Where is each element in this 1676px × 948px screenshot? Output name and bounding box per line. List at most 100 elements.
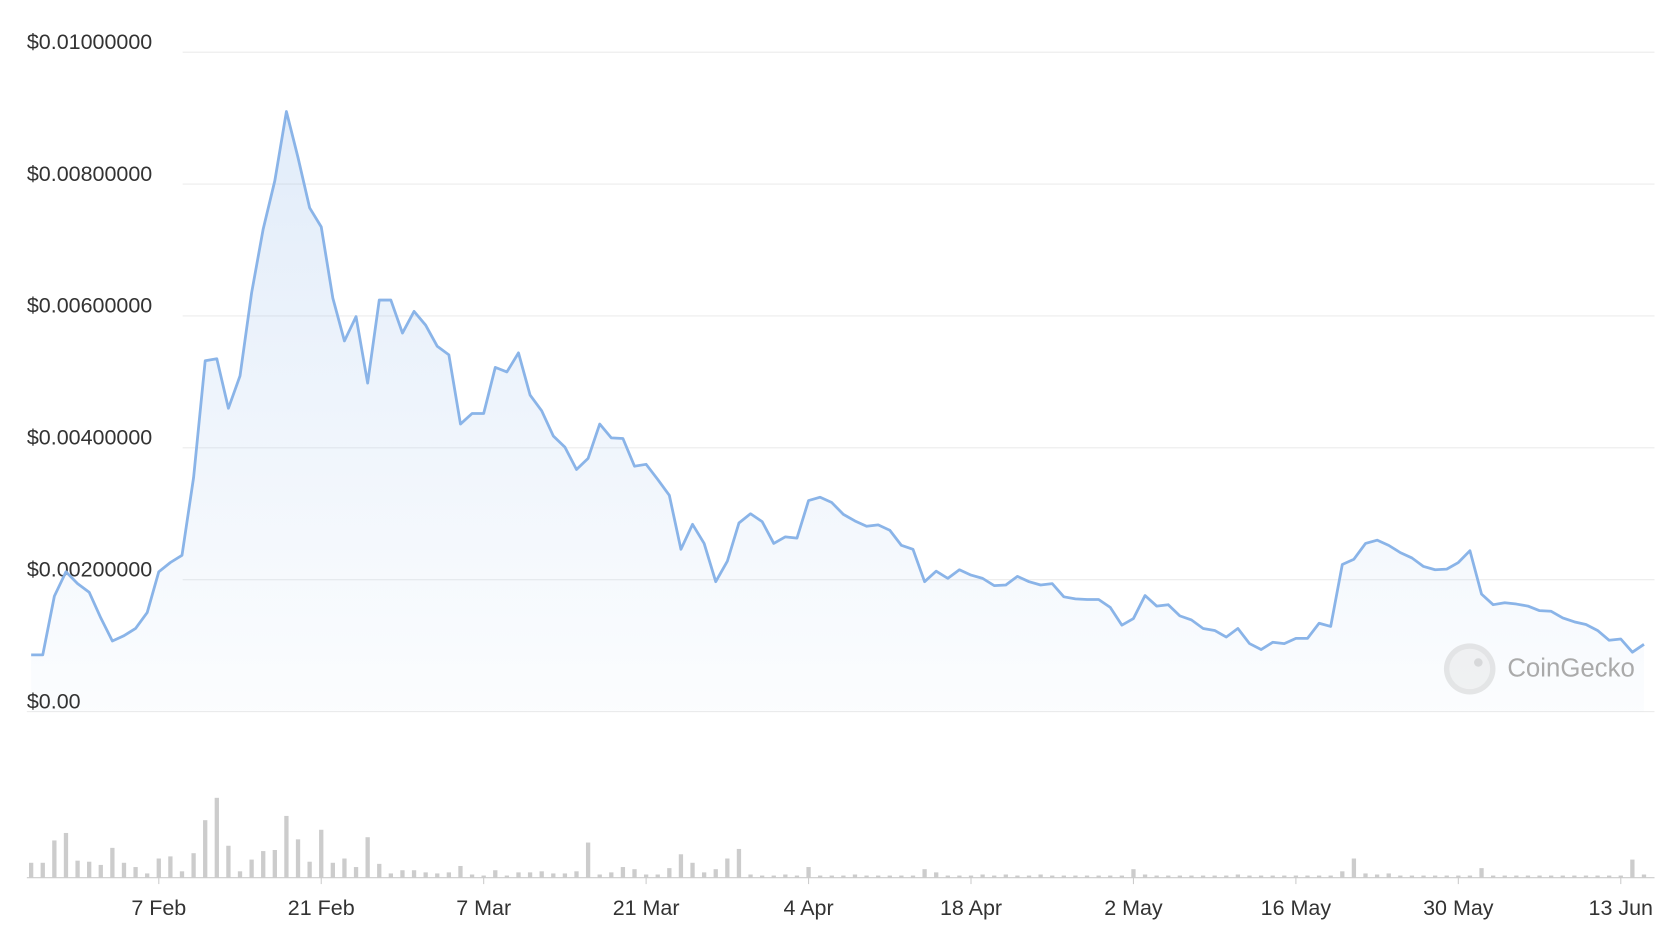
- volume-bar: [1003, 874, 1008, 878]
- volume-bar: [771, 875, 776, 878]
- volume-bar: [168, 856, 173, 878]
- volume-bar: [1131, 869, 1136, 878]
- volume-bar: [701, 872, 707, 878]
- volume-bar: [307, 861, 312, 878]
- volume-bar: [423, 872, 428, 878]
- volume-bar: [1630, 859, 1635, 878]
- volume-bar: [481, 875, 486, 878]
- volume-bar: [133, 867, 138, 878]
- volume-bar: [1258, 875, 1264, 878]
- volume-bar: [1038, 874, 1043, 878]
- volume-bar: [191, 853, 196, 878]
- x-tick-label: 7 Mar: [456, 896, 511, 920]
- volume-bar: [249, 859, 254, 878]
- volume-bar: [400, 870, 405, 878]
- volume-bar: [1177, 875, 1183, 878]
- volume-bar: [75, 860, 80, 878]
- x-tick-label: 4 Apr: [783, 896, 833, 920]
- watermark-logo: [1443, 643, 1496, 695]
- volume-bar: [992, 875, 997, 878]
- volume-bar: [1421, 875, 1426, 878]
- volume-bar: [876, 875, 881, 878]
- volume-bar: [1595, 875, 1600, 878]
- volume-bar: [597, 874, 602, 878]
- volume-bar: [1398, 875, 1403, 878]
- x-tick-label: 18 Apr: [940, 896, 1002, 920]
- volume-bar: [980, 874, 985, 878]
- volume-bar: [643, 874, 649, 878]
- volume-bar: [179, 871, 185, 878]
- volume-bar: [214, 797, 219, 878]
- volume-bar: [1050, 875, 1055, 878]
- volume-bar: [678, 854, 684, 878]
- volume-bar: [1142, 874, 1148, 878]
- volume-bar: [934, 872, 939, 878]
- volume-bar: [760, 875, 765, 878]
- x-tick-label: 7 Feb: [131, 896, 186, 920]
- volume-bar: [203, 820, 208, 878]
- volume-bar: [1108, 875, 1113, 878]
- volume-bar: [319, 829, 324, 878]
- volume-bar: [29, 862, 34, 878]
- volume-bar: [632, 869, 637, 878]
- volume-bar: [620, 867, 626, 878]
- volume-bar: [829, 875, 834, 878]
- volume-bar: [40, 862, 45, 878]
- volume-bar: [145, 873, 150, 878]
- x-tick-label: 2 May: [1104, 896, 1163, 920]
- volume-bar: [1305, 875, 1310, 878]
- volume-bar: [1073, 875, 1078, 878]
- x-tick-label: 30 May: [1423, 896, 1494, 920]
- volume-bar: [98, 864, 103, 878]
- volume-bar: [87, 861, 92, 878]
- price-line: [31, 110, 1645, 657]
- volume-bar: [725, 858, 730, 878]
- volume-bar: [748, 874, 753, 878]
- volume-bar: [435, 873, 440, 878]
- volume-bar: [1444, 875, 1449, 878]
- volume-bar: [655, 874, 660, 878]
- volume-bar: [1026, 875, 1032, 878]
- volume-bar: [1096, 875, 1101, 878]
- volume-bar: [864, 875, 869, 878]
- volume-bar: [1618, 875, 1623, 878]
- volume-bar: [1479, 868, 1484, 878]
- volume-bar: [1374, 874, 1380, 878]
- volume-bar: [388, 873, 394, 878]
- y-tick-label: $0.00200000: [27, 558, 152, 582]
- volume-bar: [1583, 875, 1589, 878]
- volume-bar: [1641, 874, 1647, 878]
- volume-bar: [852, 874, 858, 878]
- volume-bar: [1166, 875, 1171, 878]
- volume-bar: [1549, 875, 1554, 878]
- volume-bar: [1363, 873, 1368, 878]
- y-tick-label: $0.00600000: [27, 294, 152, 318]
- volume-bar: [690, 862, 695, 878]
- volume-bar: [284, 815, 289, 878]
- volume-bar: [1015, 875, 1020, 878]
- volume-bar: [365, 837, 370, 878]
- volume-bar: [551, 873, 556, 878]
- area: [31, 111, 1644, 712]
- x-tick-label: 16 May: [1261, 896, 1332, 920]
- volume-bar: [110, 847, 115, 878]
- volume-bar: [736, 848, 742, 878]
- volume-bar: [295, 839, 301, 878]
- volume-bar: [609, 872, 614, 878]
- volume-bar: [63, 832, 69, 878]
- volume-bar: [922, 869, 927, 878]
- volume-bar: [1467, 875, 1473, 878]
- watermark: CoinGecko: [1507, 654, 1634, 682]
- y-tick-label: $0.01000000: [27, 30, 152, 54]
- volume-bar: [806, 867, 811, 878]
- volume-bar: [52, 840, 57, 878]
- volume-bar: [957, 875, 962, 878]
- volume-bar: [1212, 875, 1217, 878]
- y-tick-label: $0.00800000: [27, 162, 152, 186]
- volume-bar: [1247, 875, 1252, 878]
- volume-bar: [1189, 875, 1194, 878]
- volume-bar: [237, 871, 243, 878]
- volume-bar: [458, 865, 463, 878]
- volume-bar: [516, 872, 521, 878]
